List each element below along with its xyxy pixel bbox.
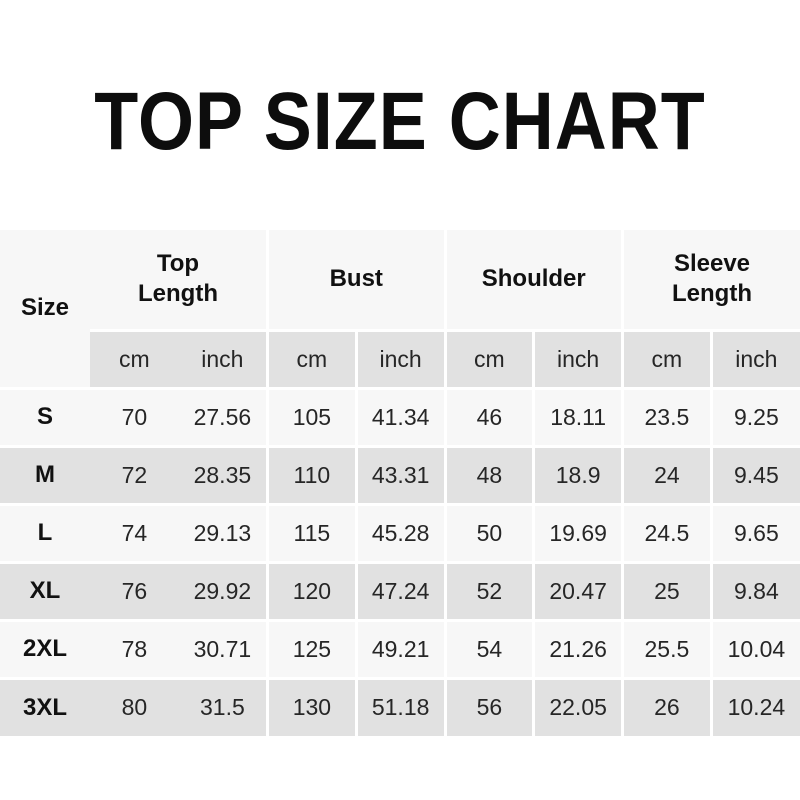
- value-cell: 26: [621, 676, 712, 736]
- value-cell: 52: [443, 560, 534, 620]
- value-cell: 115: [266, 502, 357, 562]
- value-cell: 28.35: [178, 444, 268, 504]
- value-cell: 18.9: [532, 444, 623, 504]
- value-cell: 125: [266, 618, 357, 678]
- group-header-shoulder: Shoulder: [443, 230, 623, 330]
- size-cell: L: [0, 502, 90, 562]
- page-title: TOP SIZE CHART: [94, 76, 706, 168]
- value-cell: 51.18: [354, 676, 445, 736]
- size-chart-table: Size Top Length Bust Shoulder Sleeve Len…: [0, 230, 800, 736]
- value-cell: 18.11: [532, 386, 623, 446]
- group-header-top-length: Top Length: [90, 230, 268, 330]
- value-cell: 74: [90, 502, 179, 562]
- unit-header-cell: cm: [90, 328, 179, 388]
- value-cell: 76: [90, 560, 179, 620]
- unit-header-cell: cm: [443, 328, 534, 388]
- value-cell: 78: [90, 618, 179, 678]
- value-cell: 27.56: [178, 386, 268, 446]
- value-cell: 21.26: [532, 618, 623, 678]
- value-cell: 105: [266, 386, 357, 446]
- value-cell: 70: [90, 386, 179, 446]
- table-row: 3XL 80 31.5 130 51.18 56 22.05 26 10.24: [0, 676, 800, 736]
- value-cell: 41.34: [354, 386, 445, 446]
- group-header-bust: Bust: [266, 230, 445, 330]
- size-cell: 2XL: [0, 618, 90, 678]
- value-cell: 47.24: [354, 560, 445, 620]
- value-cell: 54: [443, 618, 534, 678]
- unit-header-cell: inch: [354, 328, 445, 388]
- value-cell: 49.21: [354, 618, 445, 678]
- size-cell: M: [0, 444, 90, 504]
- value-cell: 50: [443, 502, 534, 562]
- value-cell: 23.5: [621, 386, 712, 446]
- table-row: 2XL 78 30.71 125 49.21 54 21.26 25.5 10.…: [0, 618, 800, 678]
- value-cell: 45.28: [354, 502, 445, 562]
- value-cell: 25.5: [621, 618, 712, 678]
- value-cell: 110: [266, 444, 357, 504]
- group-header-sleeve-length: Sleeve Length: [621, 230, 800, 330]
- header-row-units: cm inch cm inch cm inch cm inch: [0, 328, 800, 388]
- unit-header-cell: inch: [709, 328, 800, 388]
- value-cell: 29.13: [178, 502, 268, 562]
- table-row: XL 76 29.92 120 47.24 52 20.47 25 9.84: [0, 560, 800, 620]
- value-cell: 43.31: [354, 444, 445, 504]
- value-cell: 9.45: [709, 444, 800, 504]
- value-cell: 56: [443, 676, 534, 736]
- value-cell: 25: [621, 560, 712, 620]
- value-cell: 72: [90, 444, 179, 504]
- unit-header-cell: inch: [178, 328, 268, 388]
- unit-header-cell: cm: [621, 328, 712, 388]
- value-cell: 24.5: [621, 502, 712, 562]
- header-row-groups: Size Top Length Bust Shoulder Sleeve Len…: [0, 230, 800, 388]
- value-cell: 10.04: [709, 618, 800, 678]
- size-cell: S: [0, 386, 90, 446]
- size-cell: 3XL: [0, 676, 90, 736]
- size-cell: XL: [0, 560, 90, 620]
- value-cell: 9.65: [709, 502, 800, 562]
- value-cell: 22.05: [532, 676, 623, 736]
- value-cell: 9.25: [709, 386, 800, 446]
- value-cell: 10.24: [709, 676, 800, 736]
- value-cell: 29.92: [178, 560, 268, 620]
- table-row: L 74 29.13 115 45.28 50 19.69 24.5 9.65: [0, 502, 800, 562]
- table-row: M 72 28.35 110 43.31 48 18.9 24 9.45: [0, 444, 800, 504]
- value-cell: 20.47: [532, 560, 623, 620]
- size-header-cell: Size: [0, 230, 90, 388]
- unit-header-cell: cm: [266, 328, 357, 388]
- value-cell: 48: [443, 444, 534, 504]
- value-cell: 80: [90, 676, 179, 736]
- value-cell: 19.69: [532, 502, 623, 562]
- value-cell: 120: [266, 560, 357, 620]
- value-cell: 130: [266, 676, 357, 736]
- table-row: S 70 27.56 105 41.34 46 18.11 23.5 9.25: [0, 386, 800, 446]
- value-cell: 31.5: [178, 676, 268, 736]
- value-cell: 9.84: [709, 560, 800, 620]
- unit-header-cell: inch: [532, 328, 623, 388]
- value-cell: 46: [443, 386, 534, 446]
- value-cell: 24: [621, 444, 712, 504]
- value-cell: 30.71: [178, 618, 268, 678]
